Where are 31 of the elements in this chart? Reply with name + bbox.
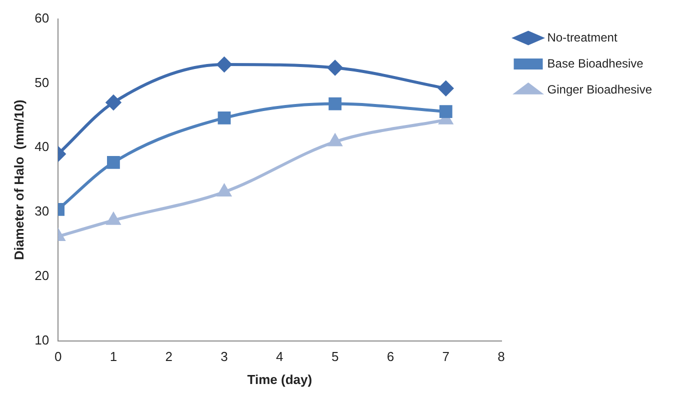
- point: [439, 105, 452, 118]
- point: [218, 112, 231, 124]
- legend-label: No-treatment: [547, 30, 618, 44]
- x-tick-label: 8: [498, 349, 505, 364]
- y-tick-label: 40: [34, 139, 50, 154]
- y-tick-label: 60: [34, 10, 50, 26]
- legend-label: Ginger Bioadhesive: [547, 82, 652, 96]
- y-tick-label: 20: [34, 268, 50, 283]
- x-tick-label: 0: [54, 349, 62, 364]
- point: [218, 184, 231, 197]
- point: [328, 60, 343, 76]
- x-tick-label: 2: [165, 349, 172, 364]
- x-tick-label: 7: [442, 349, 450, 364]
- point: [438, 80, 454, 96]
- y-tick-label: 50: [34, 74, 50, 90]
- point: [106, 95, 121, 110]
- y-tick-label: 30: [34, 204, 50, 219]
- y-axis-title: Diameter of Halo (mm/10): [11, 100, 26, 260]
- y-tick-label: 10: [34, 332, 50, 348]
- x-axis-title: Time (day): [247, 372, 312, 387]
- x-tick-label: 5: [331, 349, 339, 364]
- x-tick-label: 3: [220, 349, 228, 364]
- point: [328, 134, 342, 146]
- point: [216, 57, 232, 72]
- x-tick-label: 6: [386, 349, 394, 364]
- legend-label: Base Bioadhesive: [547, 56, 644, 70]
- point: [107, 156, 120, 169]
- x-tick-label: 1: [110, 349, 118, 364]
- x-tick-label: 4: [276, 349, 284, 364]
- point: [106, 212, 120, 225]
- point: [328, 97, 342, 110]
